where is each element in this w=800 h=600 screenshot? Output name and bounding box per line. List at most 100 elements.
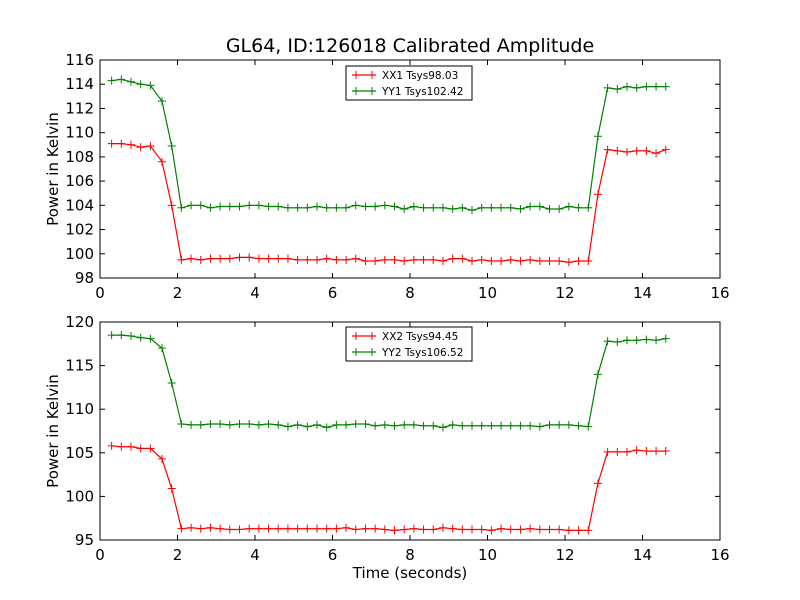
data-point	[274, 254, 283, 263]
data-point	[409, 255, 418, 264]
legend-marker	[368, 87, 376, 95]
data-point	[117, 139, 126, 148]
y-axis-label: Power in Kelvin	[44, 374, 62, 488]
data-point	[477, 421, 486, 430]
data-point	[293, 203, 302, 212]
legend-box	[345, 326, 473, 362]
y-tick-label: 102	[65, 221, 94, 239]
data-point	[623, 82, 631, 91]
data-point	[274, 202, 283, 211]
data-point	[216, 524, 225, 533]
data-point	[545, 420, 554, 429]
data-point	[400, 257, 409, 266]
data-point	[419, 525, 428, 534]
chart-title: GL64, ID:126018 Calibrated Amplitude	[226, 35, 594, 57]
legend-label: XX1 Tsys98.03	[382, 70, 458, 82]
legend-label: XX2 Tsys94.45	[382, 331, 458, 343]
data-point	[468, 257, 476, 266]
y-tick-label: 110	[65, 124, 94, 142]
data-point	[136, 333, 145, 342]
data-point	[545, 204, 554, 213]
data-point	[613, 447, 622, 456]
data-point	[235, 253, 244, 262]
data-point	[167, 379, 176, 388]
data-point	[117, 442, 126, 451]
data-point	[535, 202, 544, 211]
data-point	[216, 202, 225, 211]
data-point	[516, 525, 525, 534]
data-point	[390, 421, 399, 430]
data-point	[458, 203, 467, 212]
data-point	[332, 203, 341, 212]
data-point	[245, 420, 254, 429]
data-point	[380, 420, 389, 429]
data-point	[487, 257, 496, 266]
data-point	[187, 420, 196, 429]
data-point	[146, 334, 155, 343]
y-tick-label: 95	[75, 531, 94, 549]
data-point	[487, 203, 496, 212]
data-point	[146, 444, 155, 453]
data-point	[506, 421, 515, 430]
data-point	[526, 255, 535, 264]
subplot-1: 0 2 4 6 8 10 12 14 16 98 100 102 104 106 108 110 112 114 1…	[44, 51, 730, 302]
x-tick-label: 0	[95, 284, 105, 302]
data-point	[264, 420, 273, 429]
data-point	[283, 524, 292, 533]
data-point	[264, 202, 273, 211]
data-point	[448, 204, 457, 213]
legend-marker	[352, 348, 360, 356]
data-point	[593, 479, 602, 488]
data-point	[225, 525, 234, 534]
x-tick-label: 4	[250, 284, 260, 302]
data-point	[564, 526, 573, 535]
data-point	[419, 203, 428, 212]
data-point	[458, 421, 467, 430]
data-point	[225, 420, 234, 429]
data-point	[448, 524, 457, 533]
data-point	[429, 203, 438, 212]
x-tick-label: 4	[250, 546, 260, 564]
data-point	[293, 255, 302, 264]
data-point	[225, 254, 234, 263]
legend-marker	[352, 87, 360, 95]
data-point	[623, 447, 631, 456]
legend-marker	[368, 332, 376, 340]
data-point	[274, 524, 283, 533]
data-point	[623, 148, 631, 157]
data-point	[564, 202, 573, 211]
y-tick-label: 100	[65, 487, 94, 505]
x-tick-label: 2	[173, 284, 183, 302]
x-tick-label: 6	[328, 284, 338, 302]
data-point	[235, 525, 244, 534]
data-point	[196, 255, 205, 264]
data-point	[409, 420, 418, 429]
data-point	[245, 201, 254, 210]
data-point	[293, 420, 302, 429]
data-point	[574, 421, 583, 430]
data-point	[458, 254, 467, 263]
data-point	[107, 76, 116, 85]
data-point	[632, 83, 641, 92]
data-point	[526, 421, 535, 430]
data-point	[390, 255, 399, 264]
data-point	[584, 526, 593, 535]
legend-label: YY2 Tsys106.52	[381, 347, 463, 359]
data-point	[535, 257, 544, 266]
data-point	[516, 257, 525, 266]
data-point	[303, 422, 312, 431]
data-point	[506, 255, 515, 264]
data-point	[584, 422, 593, 431]
data-point	[409, 524, 418, 533]
y-tick-label: 104	[65, 196, 94, 214]
data-point	[603, 337, 612, 346]
data-point	[342, 420, 351, 429]
y-tick-label: 108	[65, 148, 94, 166]
data-point	[254, 201, 263, 210]
x-tick-label: 14	[633, 546, 652, 564]
data-point	[623, 336, 631, 345]
data-point	[506, 203, 515, 212]
data-point	[584, 257, 593, 266]
data-point	[245, 253, 254, 262]
data-point	[127, 442, 135, 451]
